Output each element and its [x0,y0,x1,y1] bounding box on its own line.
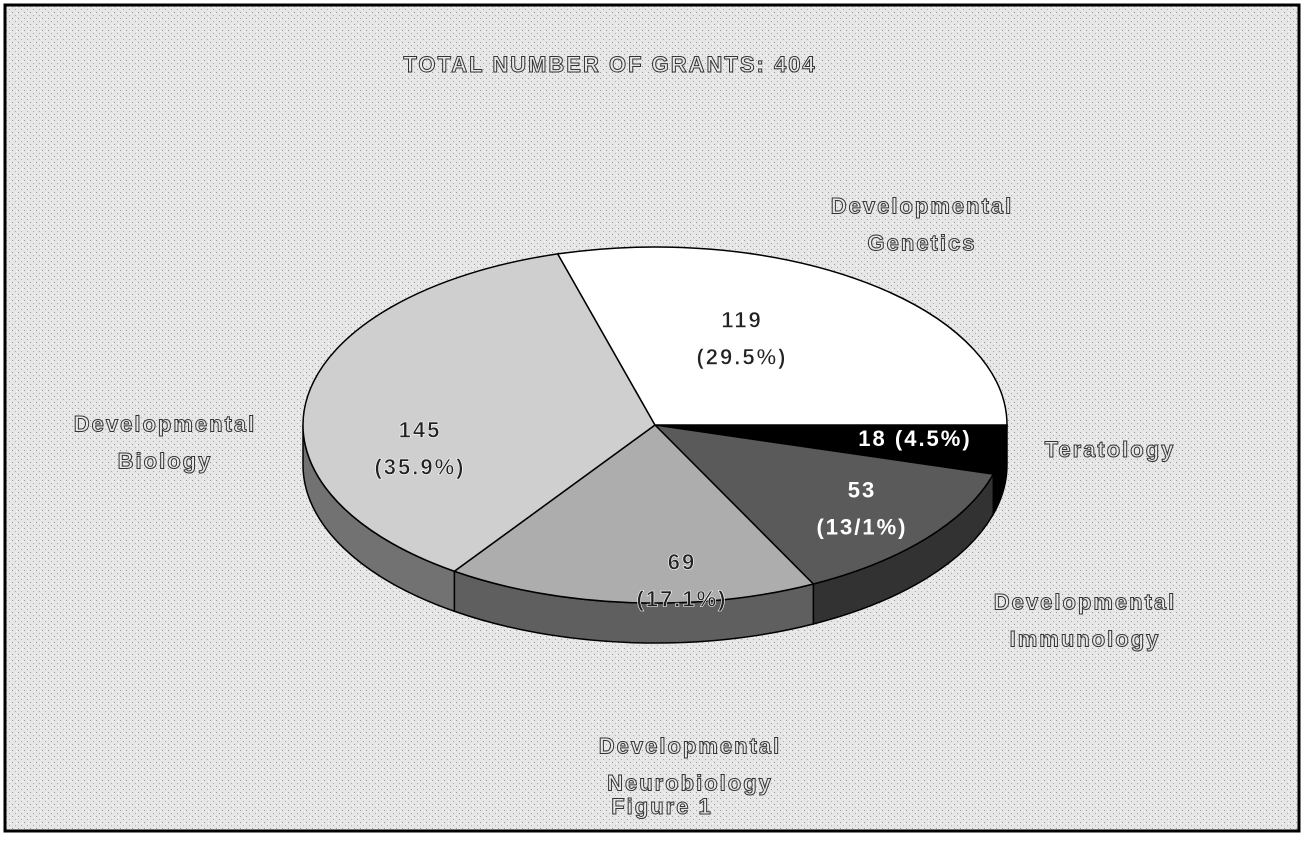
pie-slice [556,246,1008,426]
value-label: 18 (4.5%) [858,426,971,451]
category-label: Developmental Biology [74,411,257,473]
category-label: Developmental Genetics [831,193,1014,255]
text-line: (13/1%) [816,514,907,539]
text-line: Genetics [868,230,977,255]
text-line: (35.9%) [374,454,465,479]
text-line: 69 [668,549,696,574]
text-line: Developmental [599,733,782,758]
text-line: Developmental [831,193,1014,218]
value-label: 145 (35.9%) [374,417,465,479]
text-line: 145 [399,417,442,442]
text-line: 119 [721,307,763,332]
value-label: 53 (13/1%) [816,477,907,539]
text-line: Developmental [74,411,257,436]
chart-title: TOTAL NUMBER OF GRANTS: 404 [403,52,816,77]
text-line: (17.1%) [636,586,727,611]
chart-caption: Figure 1 [611,794,713,819]
category-label: Developmental Immunology [994,589,1177,651]
pie-slice [452,424,815,604]
pie-slice [302,253,656,573]
text-line: Immunology [1010,626,1161,651]
value-label: 69 (17.1%) [636,549,727,611]
pie-slice [652,423,995,585]
category-label: Teratology [1045,437,1176,462]
text-line: Biology [118,448,213,473]
category-label: Developmental Neurobiology [599,733,782,795]
text-line: 53 [848,477,876,502]
value-label: 119 (29.5%) [696,307,787,369]
text-line: Neurobiology [607,770,773,795]
text-line: Developmental [994,589,1177,614]
text-line: (29.5%) [696,344,787,369]
